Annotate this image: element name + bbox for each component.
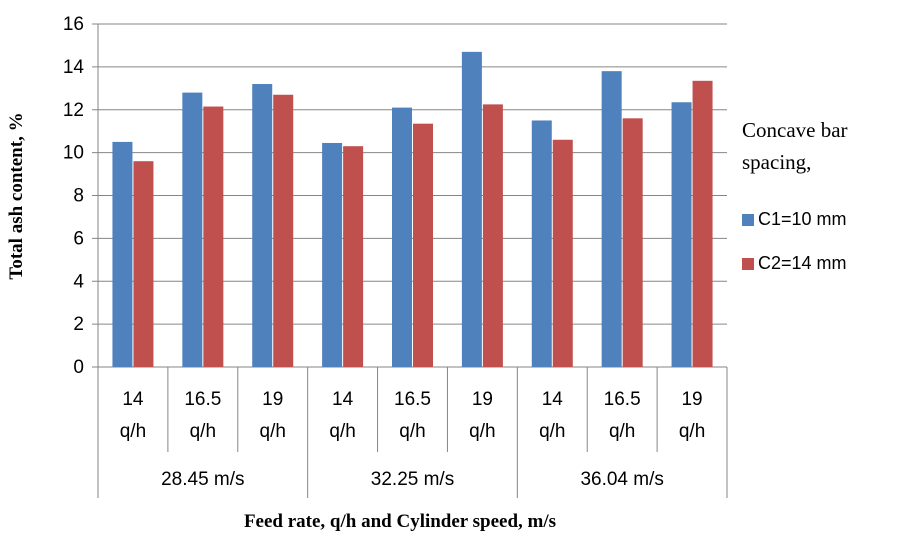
- bar-c2: [482, 104, 503, 367]
- x-group-label: 36.04 m/s: [580, 469, 663, 490]
- x-category-label: 19: [262, 389, 283, 410]
- bar-c1: [182, 92, 203, 367]
- x-category-unit: q/h: [329, 421, 355, 442]
- y-tick-label: 12: [63, 100, 84, 121]
- bar-series: [112, 51, 713, 368]
- x-axis: 14 q/h 16.5 q/h 19 q/h 14 q/h 16.5 q/h 19 q/h 14 q/h 1…: [97, 367, 728, 498]
- x-category-unit: q/h: [260, 421, 286, 442]
- x-category-label: 14: [542, 389, 564, 410]
- x-category-unit: q/h: [679, 421, 705, 442]
- bar-c2: [692, 80, 713, 367]
- x-category-unit: q/h: [120, 421, 146, 442]
- y-tick-label: 2: [73, 314, 84, 335]
- legend-label: C2=14 mm: [758, 253, 847, 273]
- x-category-unit: q/h: [609, 421, 635, 442]
- x-category-unit: q/h: [190, 421, 216, 442]
- x-category-label: 19: [472, 389, 493, 410]
- x-axis-title: Feed rate, q/h and Cylinder speed, m/s: [244, 511, 556, 532]
- y-tick-label: 16: [63, 14, 84, 35]
- legend: Concave bar spacing, C1=10 mm C2=14 mm: [742, 118, 848, 273]
- bar-c1: [112, 141, 133, 367]
- x-category-label: 16.5: [604, 389, 641, 410]
- bar-c1: [322, 142, 343, 367]
- bar-c1: [392, 107, 412, 367]
- legend-swatch-c2: [742, 258, 754, 270]
- x-category-label: 16.5: [184, 389, 221, 410]
- bar-c2: [273, 94, 294, 368]
- x-group-label: 32.25 m/s: [371, 469, 454, 490]
- bar-c1: [531, 120, 552, 367]
- x-category-label: 16.5: [394, 389, 431, 410]
- bar-c1: [252, 84, 273, 368]
- bar-c2: [133, 161, 154, 367]
- x-category-label: 19: [681, 389, 702, 410]
- bar-c1: [671, 102, 692, 367]
- x-category-unit: q/h: [399, 421, 425, 442]
- bar-c1: [461, 51, 482, 368]
- x-category-unit: q/h: [469, 421, 495, 442]
- legend-title: spacing,: [742, 150, 811, 174]
- x-category-unit: q/h: [539, 421, 565, 442]
- x-group-label: 28.45 m/s: [161, 469, 244, 490]
- bar-c2: [622, 118, 643, 367]
- y-tick-label: 10: [63, 143, 84, 164]
- y-tick-label: 0: [73, 357, 84, 378]
- y-axis-title: Total ash content, %: [6, 112, 27, 279]
- y-tick-label: 4: [73, 271, 84, 292]
- x-category-label: 14: [122, 389, 144, 410]
- y-tick-label: 6: [73, 228, 84, 249]
- legend-swatch-c1: [742, 214, 754, 226]
- bar-c1: [601, 71, 622, 367]
- legend-title: Concave bar: [742, 118, 848, 142]
- y-tick-label: 8: [73, 186, 84, 207]
- y-tick-label: 14: [63, 57, 85, 78]
- bar-c2: [413, 123, 433, 367]
- bar-c2: [343, 146, 364, 367]
- x-category-label: 14: [332, 389, 354, 410]
- bar-c2: [552, 139, 573, 367]
- y-tick-labels: 0 2 4 6 8 10 12 14 16: [63, 14, 85, 378]
- legend-label: C1=10 mm: [758, 209, 847, 229]
- bar-c2: [203, 106, 224, 368]
